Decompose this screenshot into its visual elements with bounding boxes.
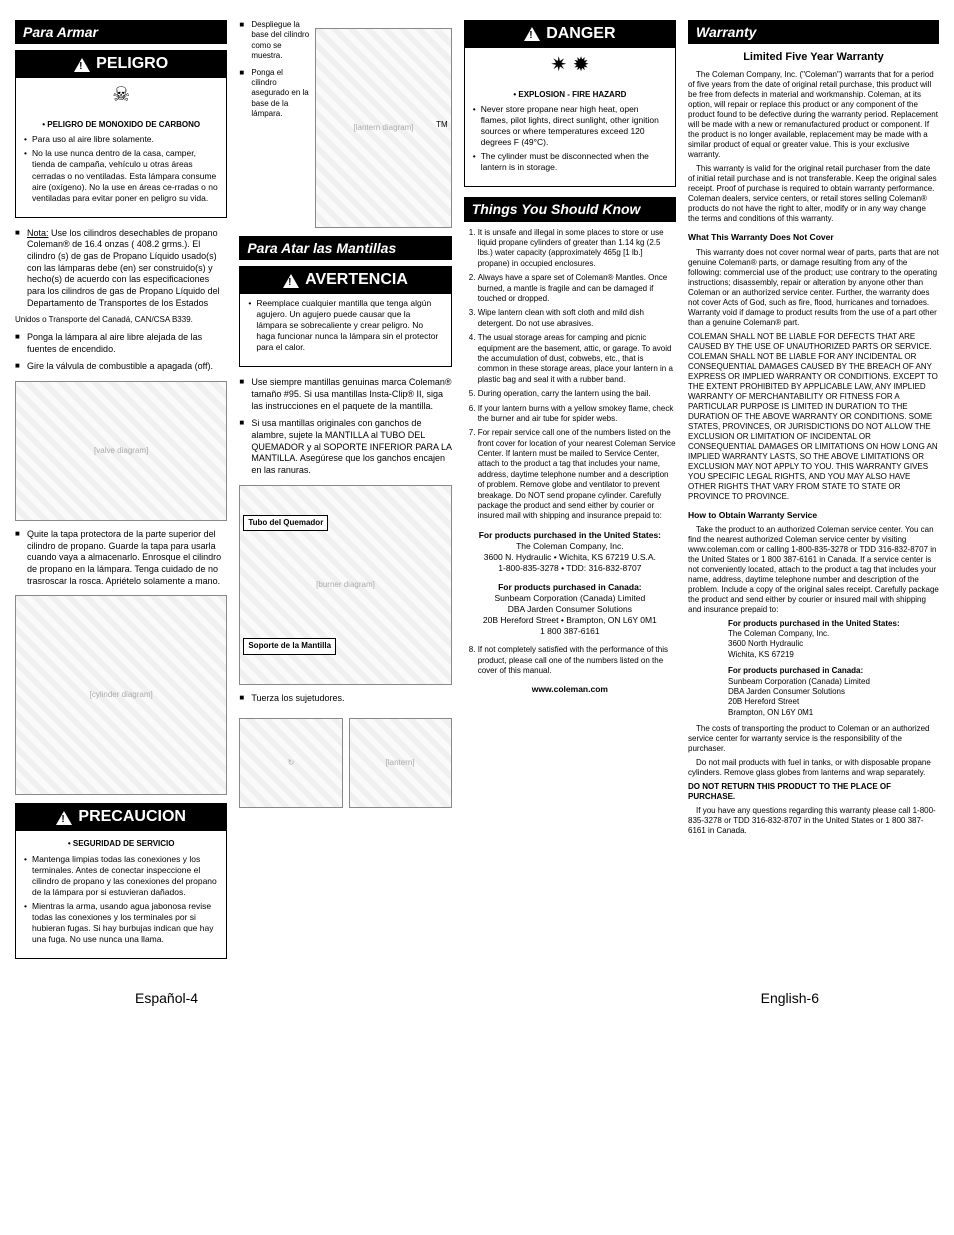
twist-text: Tuerza los sujetudores. (239, 693, 451, 705)
flame-skull-graphic: ☠ (16, 82, 226, 108)
danger-item: The cylinder must be disconnected when t… (473, 151, 667, 173)
lantern-assembly-diagram: [lantern diagram] (315, 28, 451, 228)
sq-item: Ponga la lámpara al aire libre alejada d… (15, 332, 227, 355)
warning-icon (56, 811, 72, 825)
section-header-warranty: Warranty (688, 20, 939, 44)
note-item: Nota: Use los cilindros desechables de p… (15, 228, 227, 310)
tysn-item: It is unsafe and illegal in some places … (478, 228, 676, 270)
peligro-box: PELIGRO ☠ • PELIGRO DE MONOXIDO DE CARBO… (15, 50, 227, 217)
precaucion-box: PRECAUCION • SEGURIDAD DE SERVICIO Mante… (15, 803, 227, 959)
warranty-sub1: What This Warranty Does Not Cover (688, 232, 939, 243)
warranty-title: Limited Five Year Warranty (688, 50, 939, 64)
tysn-item: For repair service call one of the numbe… (478, 428, 676, 522)
valve-diagram: [valve diagram] (15, 381, 227, 521)
precaucion-item: Mantenga limpias todas las conexiones y … (24, 854, 218, 898)
us-contact: For products purchased in the United Sta… (464, 530, 676, 574)
warranty-p3: This warranty does not cover normal wear… (688, 248, 939, 328)
explosion-graphic: ✷ ✹ (465, 52, 675, 78)
danger-box: DANGER ✷ ✹ • EXPLOSION - FIRE HAZARD Nev… (464, 20, 676, 187)
tysn-item-8: If not completely satisfied with the per… (478, 645, 676, 676)
warranty-p6: The costs of transporting the product to… (688, 724, 939, 754)
warranty-sub2: How to Obtain Warranty Service (688, 510, 939, 521)
section-header-para-armar: Para Armar (15, 20, 227, 44)
warranty-p2: This warranty is valid for the original … (688, 164, 939, 224)
footer-left: Español-4 (135, 989, 198, 1007)
peligro-item: Para uso al aire libre solamente. (24, 134, 218, 145)
coleman-url: www.coleman.com (464, 684, 676, 695)
warranty-p4: COLEMAN SHALL NOT BE LIABLE FOR DEFECTS … (688, 332, 939, 502)
label-burner-tube: Tubo del Quemador (243, 515, 328, 531)
advertencia-item: Reemplace cualquier mantilla que tenga a… (248, 298, 442, 353)
section-header-mantillas: Para Atar las Mantillas (239, 236, 451, 260)
note-continuation: Unidos o Transporte del Canadá, CAN/CSA … (15, 315, 227, 325)
label-mantle-support: Soporte de la Mantilla (243, 638, 336, 654)
warranty-p7: Do not mail products with fuel in tanks,… (688, 758, 939, 778)
peligro-title: PELIGRO (96, 54, 168, 75)
mantle-item: Use siempre mantillas genuinas marca Col… (239, 377, 451, 412)
warranty-us-addr: For products purchased in the United Sta… (728, 619, 939, 661)
warning-icon (283, 274, 299, 288)
danger-title: DANGER (546, 24, 615, 45)
peligro-subtitle: • PELIGRO DE MONOXIDO DE CARBONO (24, 120, 218, 130)
precaucion-header: PRECAUCION (16, 804, 226, 831)
warning-icon (74, 58, 90, 72)
footer-right: English-6 (761, 989, 819, 1007)
warranty-p5: Take the product to an authorized Colema… (688, 525, 939, 615)
tysn-item: Wipe lantern clean with soft cloth and m… (478, 308, 676, 329)
peligro-item: No la use nunca dentro de la casa, campe… (24, 148, 218, 203)
warranty-ca-addr: For products purchased in Canada: Sunbea… (728, 666, 939, 718)
twist-diagram-arrow: ↻ (239, 718, 342, 808)
sq-item: Gire la válvula de combustible a apagada… (15, 361, 227, 373)
tm-mark: TM (436, 120, 448, 130)
assembly-step: Despliegue la base del cilindro como se … (239, 20, 309, 62)
warranty-p8: DO NOT RETURN THIS PRODUCT TO THE PLACE … (688, 782, 939, 802)
precaucion-title: PRECAUCION (78, 807, 186, 828)
section-header-things: Things You Should Know (464, 197, 676, 221)
advertencia-box: AVERTENCIA Reemplace cualquier mantilla … (239, 266, 451, 367)
danger-header: DANGER (465, 21, 675, 48)
danger-item: Never store propane near high heat, open… (473, 104, 667, 148)
precaucion-item: Mientras la arma, usando agua jabonosa r… (24, 901, 218, 945)
tysn-item: Always have a spare set of Coleman® Mant… (478, 273, 676, 304)
warning-icon (524, 27, 540, 41)
tysn-item: During operation, carry the lantern usin… (478, 389, 676, 399)
warranty-p1: The Coleman Company, Inc. ("Coleman") wa… (688, 70, 939, 160)
ca-contact: For products purchased in Canada: Sunbea… (464, 582, 676, 637)
assembly-step: Ponga el cilindro asegurado en la base d… (239, 68, 309, 120)
mantle-item: Si usa mantillas originales con ganchos … (239, 418, 451, 476)
advertencia-title: AVERTENCIA (305, 270, 408, 291)
tysn-item: If your lantern burns with a yellow smok… (478, 404, 676, 425)
twist-diagram-lantern: [lantern] (349, 718, 452, 808)
precaucion-subtitle: • SEGURIDAD DE SERVICIO (24, 839, 218, 849)
danger-subtitle: • EXPLOSION - FIRE HAZARD (473, 90, 667, 100)
warranty-p9: If you have any questions regarding this… (688, 806, 939, 836)
tap-text: Quite la tapa protectora de la parte sup… (15, 529, 227, 587)
tysn-item: The usual storage areas for camping and … (478, 333, 676, 385)
page-footer: Español-4 English-6 (15, 989, 939, 1007)
peligro-header: PELIGRO (16, 51, 226, 78)
cylinder-diagram: [cylinder diagram] (15, 595, 227, 795)
advertencia-header: AVERTENCIA (240, 267, 450, 294)
